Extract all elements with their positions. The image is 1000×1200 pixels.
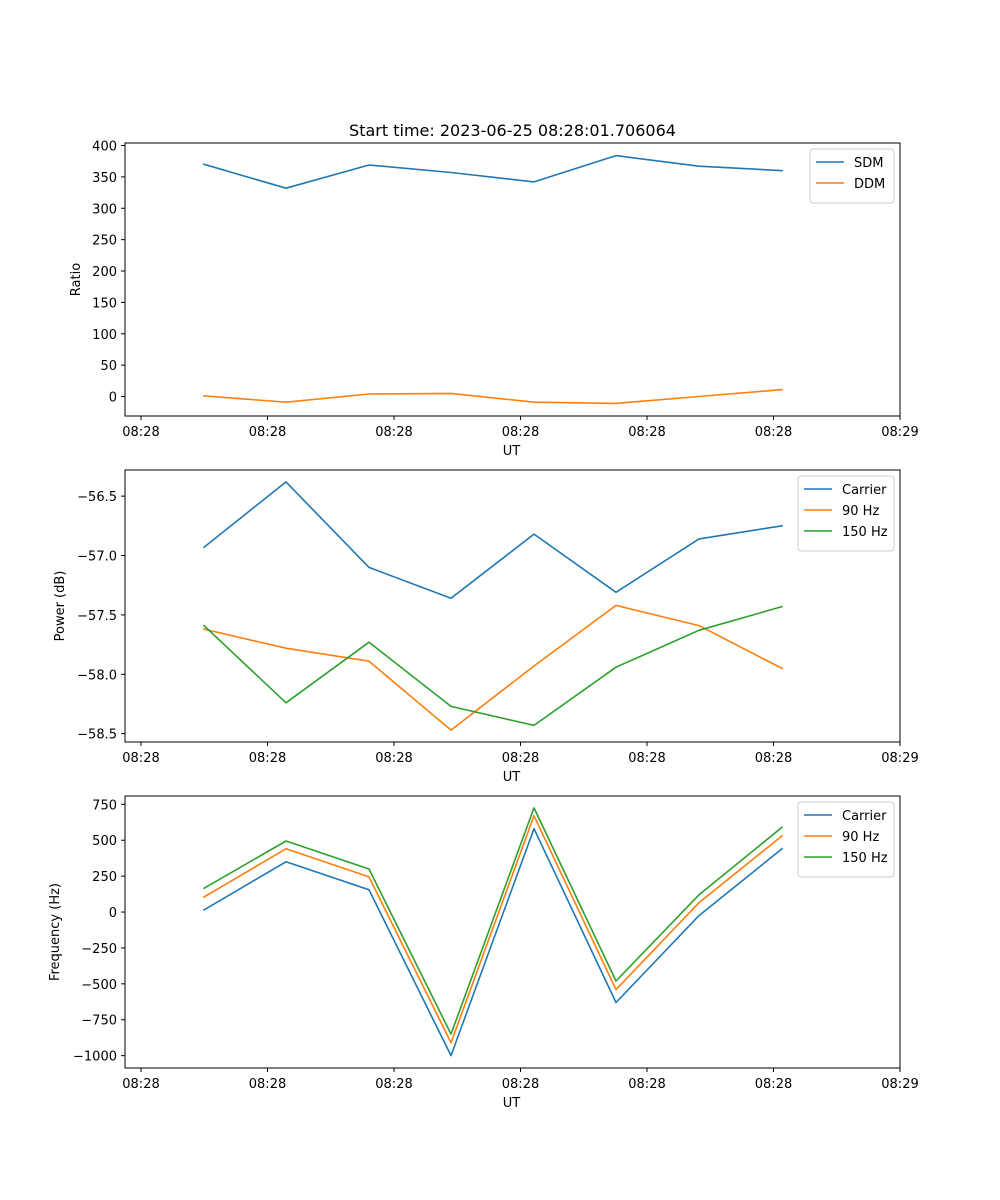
y-tick-label: 50 bbox=[100, 359, 117, 374]
legend-entry: 90 Hz bbox=[842, 504, 879, 519]
power-series-carrier-line bbox=[202, 481, 783, 600]
y-tick-label: 250 bbox=[92, 870, 117, 885]
frequency-series-carrier-line bbox=[202, 827, 784, 1057]
x-tick-label: 08:28 bbox=[249, 1077, 286, 1092]
y-tick-label: 750 bbox=[92, 798, 117, 813]
y-tick-label: −500 bbox=[81, 978, 117, 993]
plot-frame bbox=[124, 142, 901, 417]
legend-entry: Carrier bbox=[842, 809, 887, 824]
ratio-series-ddm-line bbox=[203, 388, 783, 405]
y-tick-label: 250 bbox=[92, 234, 117, 249]
y-axis-label: Frequency (Hz) bbox=[48, 883, 63, 981]
x-tick-label: 08:29 bbox=[881, 751, 918, 766]
plot-frame bbox=[124, 469, 901, 743]
x-tick-label: 08:28 bbox=[502, 425, 539, 440]
legend-entry: SDM bbox=[854, 156, 883, 171]
x-tick-label: 08:28 bbox=[628, 425, 665, 440]
x-tick-label: 08:28 bbox=[502, 751, 539, 766]
y-tick-label: −1000 bbox=[73, 1050, 117, 1065]
y-axis-label: Power (dB) bbox=[53, 571, 68, 642]
x-tick-label: 08:28 bbox=[628, 1077, 665, 1092]
ratio-series-sdm-line bbox=[203, 154, 783, 189]
y-tick-label: 300 bbox=[92, 202, 117, 217]
legend: Carrier 90 Hz 150 Hz bbox=[797, 801, 895, 878]
x-tick-label: 08:28 bbox=[122, 425, 159, 440]
x-axis-label: UT bbox=[503, 1096, 521, 1111]
y-tick-label: −750 bbox=[81, 1014, 117, 1029]
ratio-panel: Start time: 2023-06-25 08:28:01.706064 08… bbox=[69, 121, 919, 459]
power-series-150-hz-line bbox=[202, 605, 783, 727]
y-tick-label: −57.5 bbox=[77, 609, 117, 624]
legend: SDM DDM bbox=[809, 148, 895, 204]
x-tick-label: 08:29 bbox=[881, 1077, 918, 1092]
x-tick-label: 08:28 bbox=[628, 751, 665, 766]
x-tick-label: 08:28 bbox=[122, 1077, 159, 1092]
x-tick-label: 08:28 bbox=[375, 425, 412, 440]
legend-entry: 90 Hz bbox=[842, 830, 879, 845]
chart-title: Start time: 2023-06-25 08:28:01.706064 bbox=[349, 121, 676, 140]
frequency-panel: 08:28 08:28 08:28 08:28 08:28 08:28 08:29 UT 750… bbox=[48, 795, 919, 1111]
y-tick-label: 0 bbox=[109, 906, 117, 921]
legend-box bbox=[797, 475, 895, 552]
y-tick-label: 100 bbox=[92, 328, 117, 343]
y-tick-label: −58.0 bbox=[77, 668, 117, 683]
x-tick-label: 08:28 bbox=[755, 1077, 792, 1092]
y-tick-label: 150 bbox=[92, 296, 117, 311]
legend-box bbox=[797, 801, 895, 878]
legend-entry: 150 Hz bbox=[842, 851, 888, 866]
frequency-series-90-hz-line bbox=[202, 814, 784, 1044]
x-tick-label: 08:28 bbox=[249, 751, 286, 766]
y-tick-label: −56.5 bbox=[77, 490, 117, 505]
y-tick-label: −57.0 bbox=[77, 550, 117, 565]
plot-frame bbox=[124, 795, 901, 1069]
y-tick-label: 0 bbox=[109, 391, 117, 406]
x-tick-label: 08:28 bbox=[249, 425, 286, 440]
y-axis-label: Ratio bbox=[69, 263, 84, 296]
legend-entry: DDM bbox=[854, 177, 885, 192]
x-tick-label: 08:28 bbox=[755, 425, 792, 440]
x-tick-label: 08:28 bbox=[755, 751, 792, 766]
x-axis-label: UT bbox=[503, 770, 521, 785]
y-tick-label: 200 bbox=[92, 265, 117, 280]
legend-entry: 150 Hz bbox=[842, 525, 888, 540]
x-tick-label: 08:28 bbox=[375, 751, 412, 766]
y-tick-label: 350 bbox=[92, 171, 117, 186]
power-panel: 08:28 08:28 08:28 08:28 08:28 08:28 08:29 UT −56… bbox=[53, 469, 919, 785]
y-tick-label: 500 bbox=[92, 834, 117, 849]
frequency-series-150-hz-line bbox=[202, 807, 784, 1035]
power-series-90-hz-line bbox=[203, 604, 784, 731]
x-tick-label: 08:29 bbox=[881, 425, 918, 440]
x-axis-label: UT bbox=[503, 444, 521, 459]
x-tick-label: 08:28 bbox=[375, 1077, 412, 1092]
x-tick-label: 08:28 bbox=[502, 1077, 539, 1092]
y-tick-label: 400 bbox=[92, 140, 117, 155]
x-tick-label: 08:28 bbox=[122, 751, 159, 766]
legend-entry: Carrier bbox=[842, 483, 887, 498]
y-tick-label: −250 bbox=[81, 942, 117, 957]
y-tick-label: −58.5 bbox=[77, 728, 117, 743]
legend: Carrier 90 Hz 150 Hz bbox=[797, 475, 895, 552]
